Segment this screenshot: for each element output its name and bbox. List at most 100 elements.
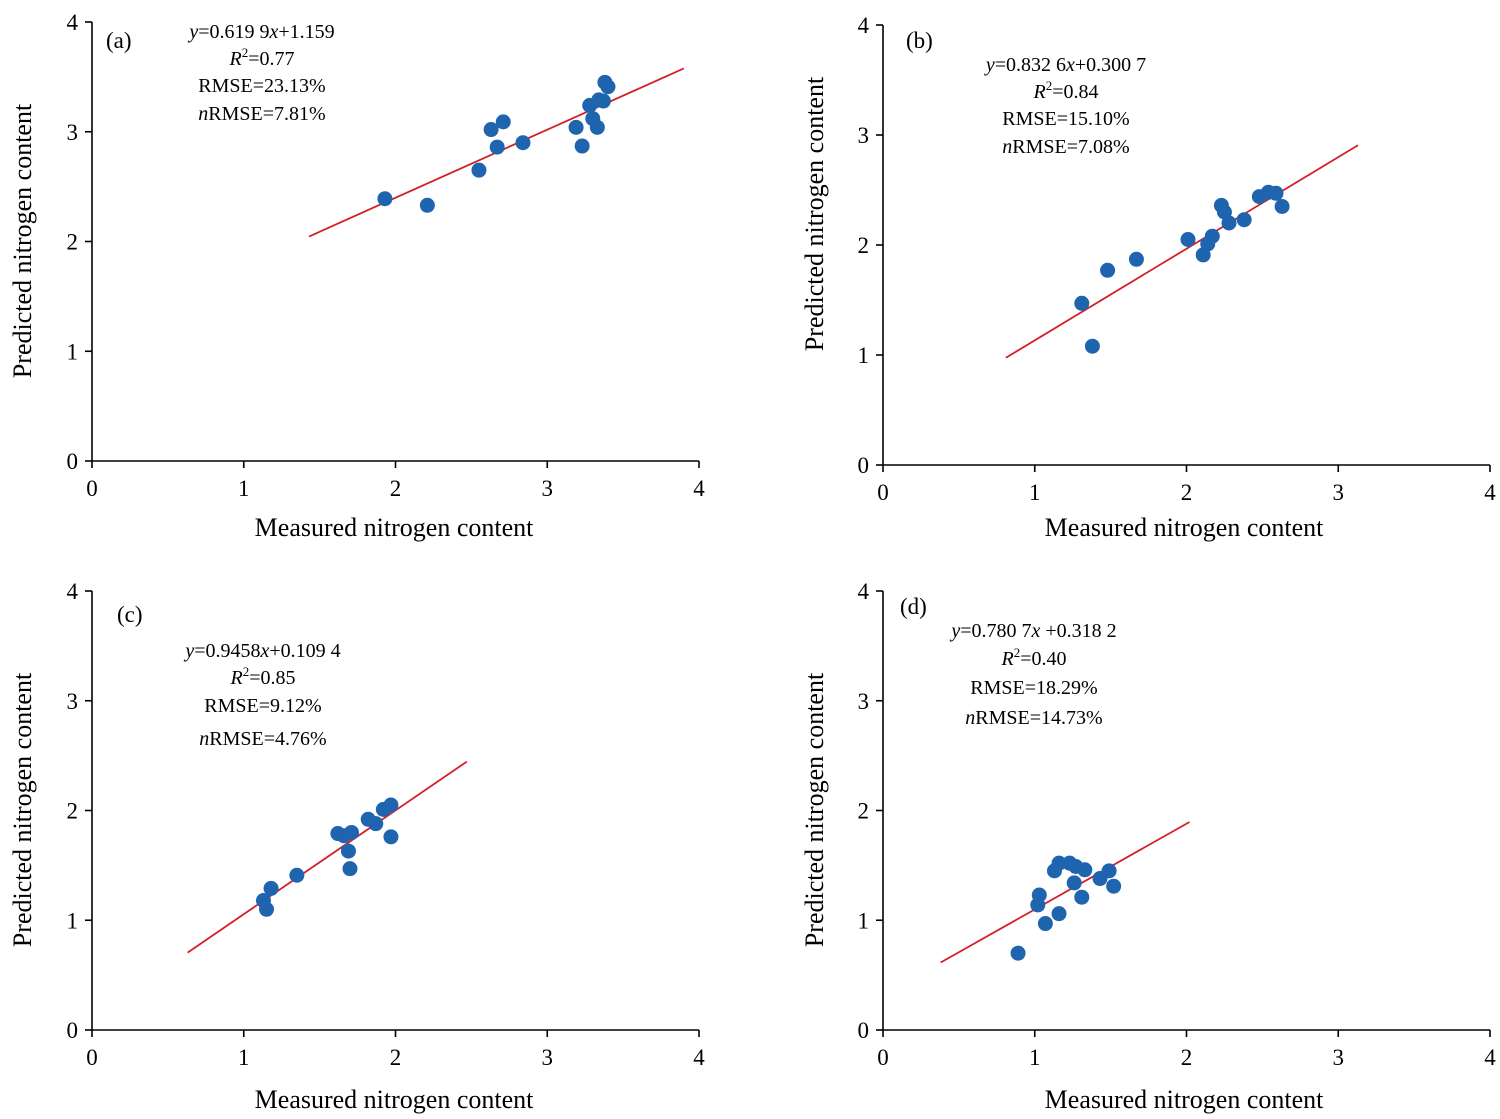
panel-d-y-tick-label: 0 bbox=[858, 1018, 870, 1043]
panel-d-x-tick-label: 1 bbox=[1029, 1045, 1041, 1070]
panel-a-data-point bbox=[471, 162, 487, 178]
panel-a-nrmse: nRMSE=7.81% bbox=[198, 103, 325, 125]
panel-c-points bbox=[255, 797, 399, 917]
panel-d-data-point bbox=[1051, 906, 1067, 922]
panel-c: 0 1 2 3 4 0 1 2 3 4 (c) y=0.9458x+0.109 4 R2=0.85… bbox=[8, 579, 705, 1114]
panel-d-data-point bbox=[1074, 889, 1090, 905]
panel-b-fit-line bbox=[1005, 144, 1359, 359]
panel-a-x-tick-label: 2 bbox=[390, 476, 402, 501]
panel-d-fit-line bbox=[940, 821, 1190, 964]
panel-a-data-point bbox=[489, 139, 505, 155]
panel-d-y-tick-label: 1 bbox=[858, 908, 870, 933]
panel-c-x-tick-label: 3 bbox=[542, 1045, 554, 1070]
panel-d-x-tick-label: 0 bbox=[877, 1045, 889, 1070]
panel-b-x-tick-label: 4 bbox=[1484, 480, 1496, 505]
panel-b-x-tick-label: 1 bbox=[1029, 480, 1041, 505]
panel-d: 0 1 2 3 4 0 1 2 3 4 (d) y=0.780 7x +0.318 2 R2=0.… bbox=[800, 579, 1496, 1114]
panel-d-data-point bbox=[1010, 945, 1026, 961]
panel-d-x-tick-label: 4 bbox=[1484, 1045, 1496, 1070]
panel-d-y-tick-label: 4 bbox=[858, 579, 870, 604]
panel-c-data-point bbox=[263, 880, 279, 896]
panel-c-y-tick-label: 3 bbox=[67, 689, 79, 714]
panel-c-data-point bbox=[383, 797, 399, 813]
panel-d-rmse: RMSE=18.29% bbox=[970, 677, 1097, 699]
panel-b-x-tick-label: 2 bbox=[1181, 480, 1193, 505]
panel-b-label: (b) bbox=[906, 28, 933, 53]
panel-b-data-point bbox=[1221, 215, 1237, 231]
panel-d-nrmse: nRMSE=14.73% bbox=[965, 707, 1102, 729]
panel-c-data-point bbox=[343, 824, 359, 840]
panel-d-x-tick-label: 2 bbox=[1181, 1045, 1193, 1070]
panel-d-axes: 0 1 2 3 4 0 1 2 3 4 bbox=[858, 579, 1497, 1070]
panel-a-data-point bbox=[589, 119, 605, 135]
panel-a-equation: y=0.619 9x+1.159 bbox=[187, 21, 334, 43]
panel-c-axes: 0 1 2 3 4 0 1 2 3 4 bbox=[67, 579, 706, 1070]
panel-c-x-tick-label: 2 bbox=[390, 1045, 402, 1070]
panel-b-data-point bbox=[1236, 212, 1252, 228]
panel-d-y-tick-label: 3 bbox=[858, 689, 870, 714]
panel-c-x-axis-title: Measured nitrogen content bbox=[255, 1085, 534, 1114]
panel-c-fit-line bbox=[187, 760, 468, 954]
panel-b-data-point bbox=[1180, 232, 1196, 247]
panel-d-y-tick-label: 2 bbox=[858, 799, 870, 824]
panel-a-data-point bbox=[377, 191, 393, 207]
panel-b-equation: y=0.832 6x+0.300 7 bbox=[984, 54, 1146, 76]
panel-d-data-point bbox=[1101, 863, 1117, 879]
panel-a-y-tick-label: 1 bbox=[67, 339, 79, 364]
panel-b-y-tick-label: 4 bbox=[858, 13, 870, 38]
panel-a-points bbox=[377, 74, 616, 213]
panel-b-data-point bbox=[1084, 338, 1100, 354]
panel-d-data-point bbox=[1037, 916, 1053, 932]
panel-d-data-point bbox=[1066, 875, 1082, 891]
panel-b-y-tick-label: 0 bbox=[858, 453, 870, 478]
panel-c-nrmse: nRMSE=4.76% bbox=[199, 728, 326, 750]
panel-b-data-point bbox=[1074, 295, 1090, 311]
panel-b-nrmse: nRMSE=7.08% bbox=[1002, 136, 1129, 158]
panel-a-data-point bbox=[495, 114, 511, 130]
panel-b-r2: R2=0.84 bbox=[1033, 78, 1099, 103]
panel-a-axes: 0 1 2 3 4 0 1 2 3 4 bbox=[67, 10, 706, 501]
panel-c-x-tick-label: 0 bbox=[86, 1045, 98, 1070]
panel-c-x-tick-label: 1 bbox=[238, 1045, 250, 1070]
panel-d-label: (d) bbox=[900, 594, 927, 619]
panel-a-x-tick-label: 0 bbox=[86, 476, 98, 501]
panel-a-data-point bbox=[595, 93, 611, 109]
panel-b-data-point bbox=[1268, 185, 1284, 201]
panel-c-y-tick-label: 0 bbox=[67, 1018, 79, 1043]
panel-d-r2: R2=0.40 bbox=[1001, 645, 1067, 670]
panel-c-data-point bbox=[342, 861, 358, 877]
panel-a-data-point bbox=[419, 197, 435, 213]
panel-b-x-axis-title: Measured nitrogen content bbox=[1045, 513, 1324, 542]
panel-c-r2: R2=0.85 bbox=[230, 664, 296, 689]
panel-a-data-point bbox=[483, 122, 499, 138]
panel-c-y-tick-label: 2 bbox=[67, 799, 79, 824]
panel-c-data-point bbox=[383, 829, 399, 845]
panel-b-data-point bbox=[1100, 262, 1116, 278]
panel-d-data-point bbox=[1031, 887, 1047, 903]
panel-c-rmse: RMSE=9.12% bbox=[204, 695, 321, 717]
panel-b-y-tick-label: 1 bbox=[858, 343, 870, 368]
panel-c-y-tick-label: 4 bbox=[67, 579, 79, 604]
panel-d-equation: y=0.780 7x +0.318 2 bbox=[949, 620, 1116, 642]
panel-a-y-tick-label: 4 bbox=[67, 10, 79, 35]
panel-a-x-tick-label: 1 bbox=[238, 476, 250, 501]
panel-c-data-point bbox=[289, 867, 305, 883]
panel-c-y-tick-label: 1 bbox=[67, 908, 79, 933]
panel-a-rmse: RMSE=23.13% bbox=[198, 75, 325, 97]
panel-d-data-point bbox=[1077, 862, 1093, 878]
panel-a-data-point bbox=[568, 119, 584, 135]
panel-c-label: (c) bbox=[117, 602, 143, 627]
panel-a-y-tick-label: 3 bbox=[67, 120, 79, 145]
panel-d-y-axis-title: Predicted nitrogen content bbox=[800, 672, 829, 947]
panel-a-r2: R2=0.77 bbox=[229, 45, 295, 70]
panel-c-data-point bbox=[340, 843, 356, 859]
panel-a-x-tick-label: 4 bbox=[693, 476, 705, 501]
panel-d-data-point bbox=[1106, 878, 1122, 894]
panel-d-x-axis-title: Measured nitrogen content bbox=[1045, 1085, 1324, 1114]
panel-b-data-point bbox=[1274, 199, 1290, 214]
panel-d-x-tick-label: 3 bbox=[1333, 1045, 1345, 1070]
panel-b-points bbox=[1074, 184, 1290, 354]
panel-a-x-tick-label: 3 bbox=[542, 476, 554, 501]
